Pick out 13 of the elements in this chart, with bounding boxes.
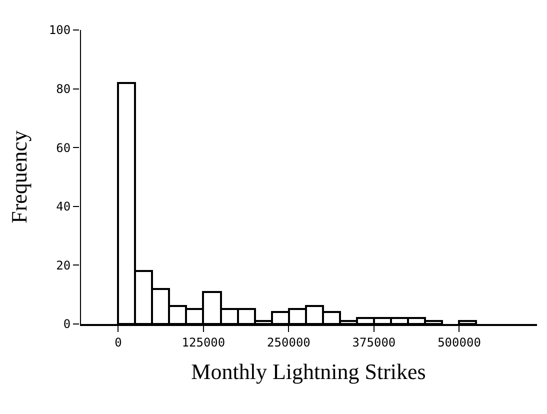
x-tick-label: 125000	[182, 335, 226, 350]
x-axis-title: Monthly Lightning Strikes	[191, 358, 426, 384]
x-tick-label: 0	[114, 335, 122, 350]
x-tick-label: 375000	[352, 335, 396, 350]
y-axis-title: Frequency	[6, 130, 32, 224]
y-tick-label: 80	[56, 82, 71, 96]
y-tick-label: 20	[56, 258, 71, 272]
y-tick-label: 100	[48, 23, 71, 38]
y-tick-label: 40	[56, 200, 71, 214]
x-tick-label: 500000	[438, 335, 481, 350]
x-tick-label: 250000	[267, 335, 310, 350]
y-tick-label: 60	[56, 140, 71, 155]
y-tick-label: 0	[63, 317, 71, 332]
